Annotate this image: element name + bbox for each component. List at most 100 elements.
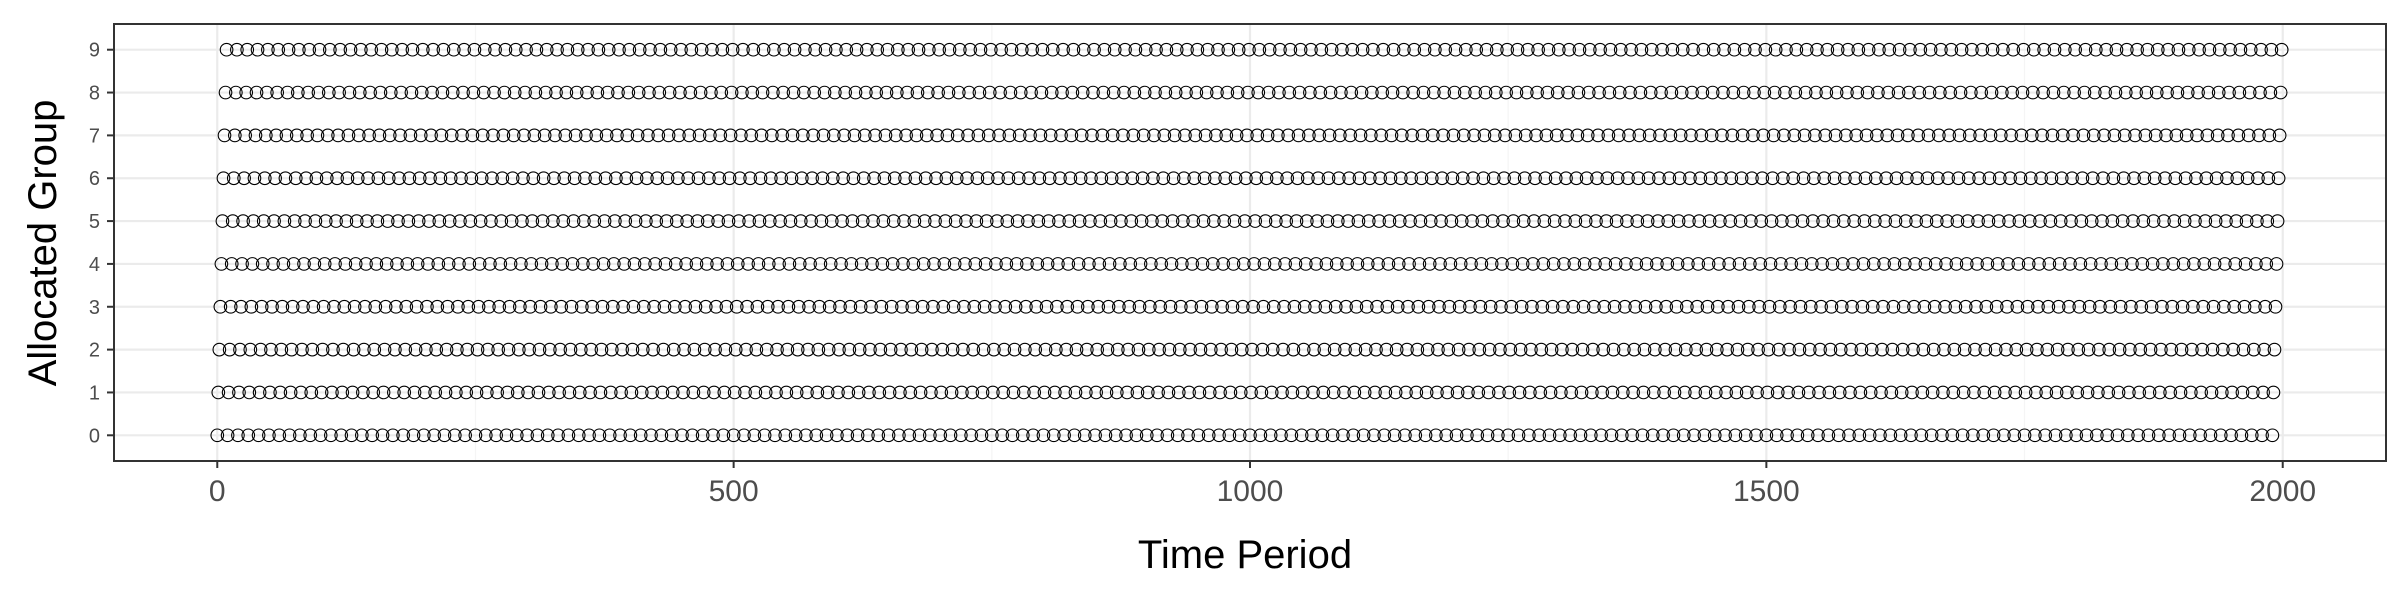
data-point — [1210, 85, 1224, 100]
data-point — [280, 85, 295, 100]
data-point — [1489, 42, 1504, 57]
data-point — [580, 85, 594, 100]
data-point — [1182, 385, 1196, 400]
x-tick-label: 1000 — [1217, 475, 1284, 508]
data-point — [1575, 342, 1590, 357]
data-point — [1722, 257, 1737, 271]
data-point — [536, 171, 551, 186]
data-point — [2231, 128, 2246, 143]
data-point — [1971, 214, 1985, 228]
data-point — [1938, 299, 1952, 314]
data-point — [739, 342, 753, 357]
data-point — [241, 428, 256, 443]
data-point — [1499, 85, 1513, 100]
data-point — [915, 299, 930, 314]
data-point — [1423, 214, 1438, 228]
data-point — [2218, 257, 2232, 271]
data-point — [1791, 385, 1806, 400]
data-point — [219, 42, 234, 57]
data-point — [1727, 42, 1742, 57]
data-point — [1462, 342, 1476, 357]
data-point — [1088, 428, 1102, 443]
data-point — [292, 42, 306, 57]
data-point — [331, 128, 345, 143]
data-point — [1044, 85, 1059, 100]
data-point — [1164, 257, 1179, 271]
data-point — [1632, 128, 1647, 143]
data-point — [680, 214, 695, 228]
data-point — [1199, 85, 1214, 100]
data-point — [1907, 299, 1921, 314]
data-point — [2026, 42, 2041, 57]
data-point — [1002, 128, 1017, 143]
data-point — [2193, 428, 2207, 443]
data-point — [1025, 42, 1039, 57]
data-point — [823, 257, 838, 271]
data-point — [1060, 299, 1075, 314]
data-point — [1622, 128, 1636, 143]
data-point — [673, 85, 687, 100]
data-point — [1825, 257, 1840, 271]
data-point — [1899, 171, 1914, 186]
data-point — [1977, 385, 1992, 400]
data-point — [1908, 257, 1922, 271]
data-point — [1322, 128, 1337, 143]
data-point — [1746, 128, 1760, 143]
data-point — [838, 85, 853, 100]
data-point — [683, 85, 698, 100]
data-point — [2099, 42, 2113, 57]
data-point — [2110, 428, 2125, 443]
data-point — [985, 385, 1000, 400]
data-point — [2261, 171, 2276, 186]
data-point — [1487, 128, 1502, 143]
data-point — [2210, 128, 2225, 143]
data-point — [1803, 299, 1818, 314]
data-point — [1079, 342, 1094, 357]
data-point — [2059, 428, 2073, 443]
data-point — [1766, 128, 1781, 143]
series-group-4 — [214, 257, 2284, 271]
data-point — [223, 299, 238, 314]
data-point — [2188, 214, 2202, 228]
data-point — [1970, 257, 1984, 271]
data-point — [1961, 171, 1976, 186]
data-point — [547, 171, 561, 186]
data-point — [1760, 385, 1775, 400]
data-point — [1858, 171, 1873, 186]
data-point — [1026, 428, 1040, 443]
data-point — [279, 128, 294, 143]
data-point — [625, 342, 640, 357]
data-point — [396, 428, 411, 443]
data-point — [1623, 85, 1637, 100]
data-point — [902, 428, 917, 443]
data-point — [944, 385, 959, 400]
data-point — [778, 428, 793, 443]
data-point — [894, 342, 908, 357]
data-point — [364, 42, 379, 57]
data-point — [1563, 428, 1577, 443]
data-point — [650, 171, 665, 186]
data-point — [1503, 342, 1518, 357]
data-point — [597, 214, 612, 228]
y-tick-label: 4 — [89, 254, 100, 276]
data-point — [1306, 385, 1320, 400]
data-point — [256, 214, 271, 228]
data-point — [365, 428, 380, 443]
data-point — [310, 128, 325, 143]
data-point — [1456, 128, 1471, 143]
data-point — [1404, 171, 1418, 186]
data-point — [2240, 171, 2255, 186]
data-point — [2262, 128, 2277, 143]
data-point — [864, 299, 878, 314]
data-point — [1948, 299, 1963, 314]
data-point — [728, 342, 743, 357]
data-point — [633, 428, 648, 443]
data-point — [1346, 428, 1361, 443]
data-point — [735, 85, 749, 100]
data-point — [2030, 342, 2044, 357]
data-point — [896, 257, 910, 271]
data-point — [1246, 299, 1260, 314]
data-point — [1158, 85, 1173, 100]
data-point — [1415, 128, 1430, 143]
data-point — [277, 214, 292, 228]
